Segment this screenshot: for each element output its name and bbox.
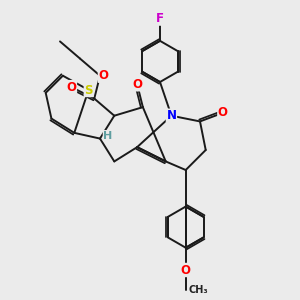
Text: H: H [103, 131, 112, 141]
Text: S: S [84, 83, 93, 97]
Text: O: O [181, 263, 191, 277]
Text: O: O [132, 78, 142, 91]
Text: N: N [167, 109, 176, 122]
Text: O: O [66, 81, 76, 94]
Text: O: O [218, 106, 228, 119]
Text: O: O [98, 69, 108, 82]
Text: CH₃: CH₃ [189, 285, 208, 295]
Text: F: F [156, 12, 164, 25]
